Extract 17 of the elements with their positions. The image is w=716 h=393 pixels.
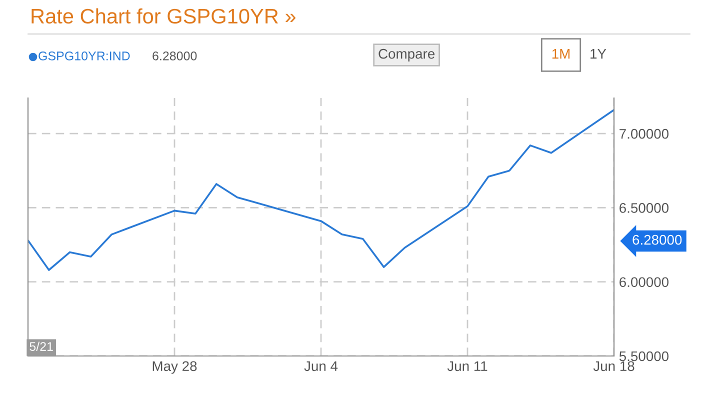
x-tick-label: Jun 18 [593,361,634,372]
text: 6.28000 [152,52,197,60]
x-tick-label: May 28 [152,361,197,374]
y-tick-label: 6.50000 [620,203,669,213]
text: 1M [552,49,570,59]
legend-label: GSPG10YR:IND [38,52,130,60]
text: Compare [378,48,435,62]
x-tick-label: Jun 11 [447,361,488,372]
y-tick-label: 6.00000 [620,277,669,288]
text: 6.28000 [632,234,682,245]
y-tick-label: 5.50000 [619,351,669,362]
chart-title: Rate Chart for GSPG10YR » [32,8,296,24]
y-tick-label: 7.00000 [620,128,669,139]
annotation: 5/21 [30,342,53,351]
x-tick-label: Jun 4 [304,361,338,372]
text: 1Y [590,49,606,59]
line-series [28,108,614,271]
